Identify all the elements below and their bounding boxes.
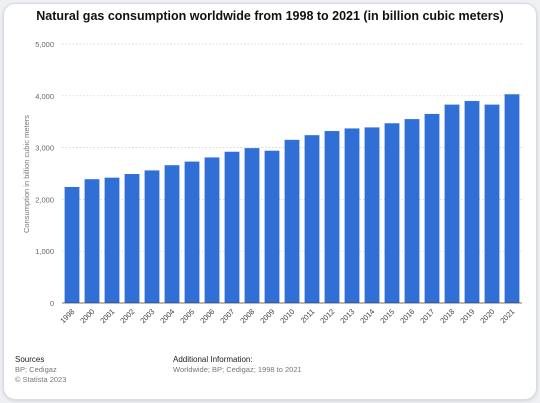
- x-tick-label: 2011: [299, 307, 317, 325]
- bar-2013[interactable]: [344, 128, 360, 303]
- sources-block: Sources BP; Cedigaz © Statista 2023: [15, 355, 66, 385]
- additional-info-label: Additional Information:: [173, 355, 253, 364]
- y-tick-label: 4,000: [35, 92, 54, 101]
- x-tick-label: 2008: [238, 307, 256, 325]
- additional-info-text: Worldwide; BP; Cedigaz; 1998 to 2021: [173, 365, 302, 374]
- bar-2009[interactable]: [264, 150, 280, 303]
- bar-2015[interactable]: [384, 123, 400, 303]
- x-tick-label: 2013: [338, 307, 356, 325]
- x-tick-label: 2004: [158, 307, 176, 325]
- x-tick-label: 2006: [198, 307, 216, 325]
- x-tick-label: 2017: [418, 307, 436, 325]
- x-tick-label: 2001: [98, 307, 116, 325]
- y-tick-label: 2,000: [35, 195, 54, 204]
- x-tick-label: 2010: [278, 307, 296, 325]
- x-tick-label: 2019: [458, 307, 476, 325]
- y-tick-label: 1,000: [35, 247, 54, 256]
- x-tick-label: 2021: [498, 307, 516, 325]
- bar-2004[interactable]: [164, 165, 180, 303]
- x-tick-label: 2015: [378, 307, 396, 325]
- bar-2014[interactable]: [364, 127, 380, 303]
- y-tick-label: 3,000: [35, 144, 54, 153]
- bar-2018[interactable]: [444, 104, 460, 303]
- bar-2019[interactable]: [464, 100, 480, 303]
- bars: [64, 94, 520, 304]
- x-tick-label: 2007: [218, 307, 236, 325]
- y-axis-label: Consumption in billion cubic meters: [22, 115, 31, 233]
- x-axis-ticks: 1998 2000 2001 2002 2003 2004 2005 2006 2007 2008…: [58, 307, 516, 325]
- y-tick-label: 0: [50, 299, 54, 308]
- bar-2005[interactable]: [184, 161, 200, 303]
- bar-2016[interactable]: [404, 119, 420, 303]
- x-tick-label: 2009: [258, 307, 276, 325]
- sources-text[interactable]: BP; Cedigaz: [15, 365, 57, 374]
- bar-2010[interactable]: [284, 139, 300, 303]
- chart-title: Natural gas consumption worldwide from 1…: [36, 9, 504, 23]
- additional-info-block: Additional Information: Worldwide; BP; C…: [173, 355, 302, 375]
- x-tick-label: 2018: [438, 307, 456, 325]
- bar-2003[interactable]: [144, 170, 160, 303]
- bar-2020[interactable]: [484, 104, 500, 303]
- bar-2021[interactable]: [504, 94, 520, 303]
- bar-2008[interactable]: [244, 148, 260, 303]
- bar-2011[interactable]: [304, 135, 320, 303]
- bar-2012[interactable]: [324, 131, 340, 303]
- x-tick-label: 2012: [318, 307, 336, 325]
- x-tick-label: 2005: [178, 307, 196, 325]
- sources-label: Sources: [15, 355, 45, 364]
- x-tick-label: 2020: [478, 307, 496, 325]
- copyright-text[interactable]: © Statista 2023: [15, 375, 67, 384]
- bar-2001[interactable]: [104, 177, 120, 303]
- y-tick-label: 5,000: [35, 40, 54, 49]
- y-axis-ticks: 0 1,000 2,000 3,000 4,000 5,000: [35, 40, 54, 308]
- x-tick-label: 2014: [358, 307, 376, 325]
- x-tick-label: 1998: [58, 307, 76, 325]
- x-tick-label: 2002: [118, 307, 136, 325]
- x-tick-label: 2016: [398, 307, 416, 325]
- x-tick-label: 2000: [78, 307, 96, 325]
- bar-1998[interactable]: [64, 186, 80, 303]
- bar-2002[interactable]: [124, 174, 140, 303]
- x-tick-label: 2003: [138, 307, 156, 325]
- bar-2017[interactable]: [424, 113, 440, 304]
- bar-2007[interactable]: [224, 151, 240, 303]
- bar-2000[interactable]: [84, 179, 100, 303]
- bar-2006[interactable]: [204, 157, 220, 303]
